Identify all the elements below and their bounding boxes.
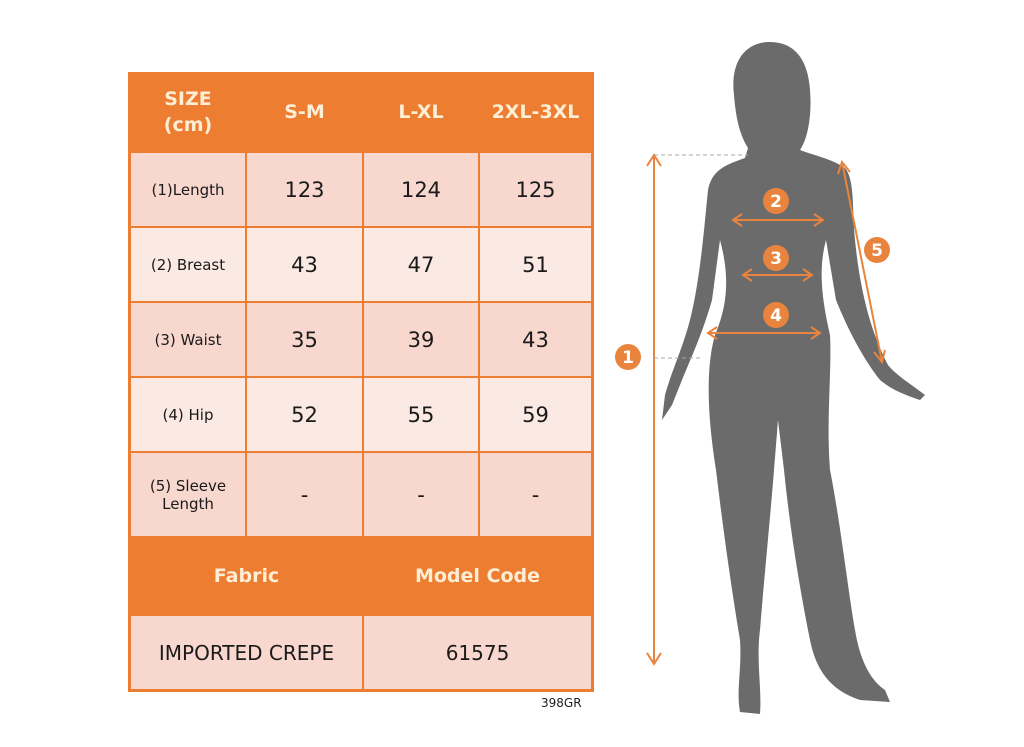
svg-text:2: 2 xyxy=(770,192,782,212)
cell-value: 35 xyxy=(246,302,363,377)
row-label: (2) Breast xyxy=(130,227,246,302)
model-code-value: 61575 xyxy=(363,615,592,690)
table-row: (2) Breast 43 47 51 xyxy=(130,227,592,302)
cell-value: - xyxy=(246,452,363,537)
cell-value: - xyxy=(479,452,592,537)
cell-value: 47 xyxy=(363,227,479,302)
fabric-header: Fabric xyxy=(130,537,363,615)
cell-value: 123 xyxy=(246,152,363,227)
marker-2: 2 xyxy=(763,188,789,214)
measurement-lines xyxy=(646,153,886,666)
svg-text:4: 4 xyxy=(770,306,782,326)
measurement-markers: 1 2 3 4 5 xyxy=(615,188,890,370)
svg-text:5: 5 xyxy=(871,241,883,261)
footer-code: 398GR xyxy=(541,696,582,710)
table-row: (3) Waist 35 39 43 xyxy=(130,302,592,377)
fabric-header-row: Fabric Model Code xyxy=(130,537,592,615)
cell-value: 124 xyxy=(363,152,479,227)
cell-value: - xyxy=(363,452,479,537)
size-header: SIZE (cm) xyxy=(130,74,246,152)
table-row: (4) Hip 52 55 59 xyxy=(130,377,592,452)
cell-value: 52 xyxy=(246,377,363,452)
cell-value: 59 xyxy=(479,377,592,452)
row-label: (3) Waist xyxy=(130,302,246,377)
svg-text:3: 3 xyxy=(770,249,782,269)
table-row: (1)Length 123 124 125 xyxy=(130,152,592,227)
size-chart-table: SIZE (cm) S-M L-XL 2XL-3XL (1)Length 123 … xyxy=(128,72,594,692)
fabric-value-row: IMPORTED CREPE 61575 xyxy=(130,615,592,690)
row-label-line2: Length xyxy=(162,494,214,513)
size-2xl-3xl-header: 2XL-3XL xyxy=(479,74,592,152)
size-header-line1: SIZE xyxy=(164,88,212,111)
model-code-header: Model Code xyxy=(363,537,592,615)
marker-4: 4 xyxy=(763,302,789,328)
cell-value: 39 xyxy=(363,302,479,377)
cell-value: 51 xyxy=(479,227,592,302)
woman-silhouette xyxy=(662,42,925,714)
cell-value: 43 xyxy=(479,302,592,377)
row-label: (4) Hip xyxy=(130,377,246,452)
row-label-line1: (5) Sleeve xyxy=(149,476,227,495)
fabric-value: IMPORTED CREPE xyxy=(130,615,363,690)
cell-value: 43 xyxy=(246,227,363,302)
marker-3: 3 xyxy=(763,245,789,271)
body-measurement-figure: 1 2 3 4 5 xyxy=(615,42,925,714)
cell-value: 125 xyxy=(479,152,592,227)
size-header-line2: (cm) xyxy=(163,114,213,136)
header-row: SIZE (cm) S-M L-XL 2XL-3XL xyxy=(130,74,592,152)
size-l-xl-header: L-XL xyxy=(363,74,479,152)
marker-1: 1 xyxy=(615,344,641,370)
marker-5: 5 xyxy=(864,237,890,263)
svg-text:1: 1 xyxy=(622,348,634,368)
row-label: (1)Length xyxy=(130,152,246,227)
table-row: (5) Sleeve Length - - - xyxy=(130,452,592,537)
row-label: (5) Sleeve Length xyxy=(130,452,246,537)
cell-value: 55 xyxy=(363,377,479,452)
size-s-m-header: S-M xyxy=(246,74,363,152)
